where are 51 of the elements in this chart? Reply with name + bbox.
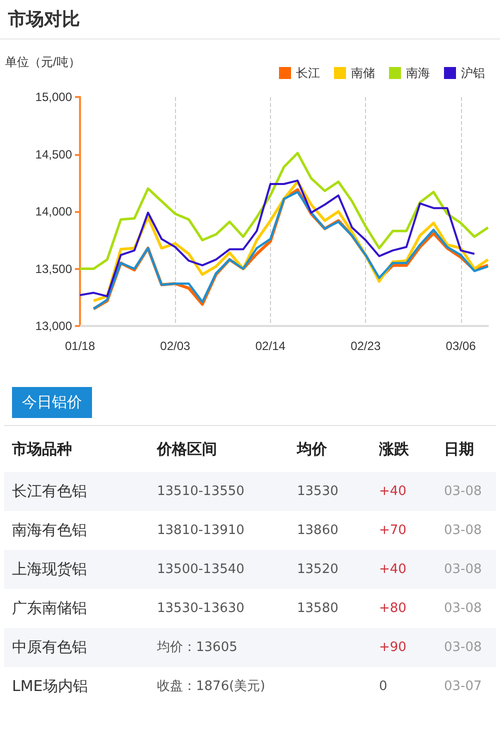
text: 03-08	[436, 472, 496, 511]
y-tick-label: 13,000	[35, 319, 72, 333]
text: 03-07	[443, 678, 483, 696]
y-tick-label: 14,500	[35, 147, 72, 162]
x-tick-label: 02/14	[255, 339, 286, 353]
legend-label: 沪铝	[461, 66, 485, 80]
x-tick-label: 02/23	[350, 339, 381, 353]
text: 13580	[296, 600, 340, 618]
text: 均价	[296, 439, 328, 460]
y-axis-title: 单位（元/吨）	[5, 55, 80, 69]
text: 今日铝价	[12, 387, 92, 418]
x-tick-label: 01/18	[64, 339, 96, 353]
line-series	[78, 152, 490, 270]
text: +40	[371, 472, 436, 511]
text: 0	[378, 678, 388, 696]
text: 13810-13910	[156, 522, 246, 540]
text: 13530	[289, 472, 371, 511]
text: 03-08	[443, 522, 483, 540]
y-tick-label: 13,500	[35, 262, 72, 276]
text: 南海有色铝	[11, 520, 88, 541]
text: 03-08	[436, 550, 496, 589]
text: +40	[371, 550, 436, 589]
y-tick-label: 14,000	[35, 204, 72, 218]
text: 03-08	[443, 600, 483, 618]
text: 13530-13630	[156, 600, 246, 618]
text: 市场品种	[11, 439, 73, 460]
text: +70	[378, 522, 408, 540]
legend-label: 长江	[296, 66, 320, 80]
text: 上海现货铝	[4, 550, 149, 589]
text: 均价：13605	[149, 628, 371, 667]
text: 收盘：1876(美元)	[156, 678, 266, 696]
text: 中原有色铝	[4, 628, 149, 667]
text: 13510-13550	[149, 472, 289, 511]
text: +90	[371, 628, 436, 667]
text: +80	[378, 600, 408, 618]
text: LME场内铝	[11, 676, 89, 697]
text: 日期	[443, 439, 475, 460]
text: 广东南储铝	[11, 598, 88, 619]
text: 13520	[289, 550, 371, 589]
text: 长江有色铝	[4, 472, 149, 511]
y-tick-label: 15,000	[35, 90, 72, 104]
chart-title: 市场对比	[0, 0, 500, 40]
text: 03-08	[436, 628, 496, 667]
legend-label: 南储	[351, 66, 375, 80]
legend-label: 南海	[406, 66, 430, 80]
x-tick-label: 03/06	[446, 339, 476, 353]
text: 13860	[296, 522, 340, 540]
text: 价格区间	[156, 439, 218, 460]
text: 涨跌	[378, 439, 410, 460]
x-tick-label: 02/03	[160, 339, 191, 353]
text: 13500-13540	[149, 550, 289, 589]
